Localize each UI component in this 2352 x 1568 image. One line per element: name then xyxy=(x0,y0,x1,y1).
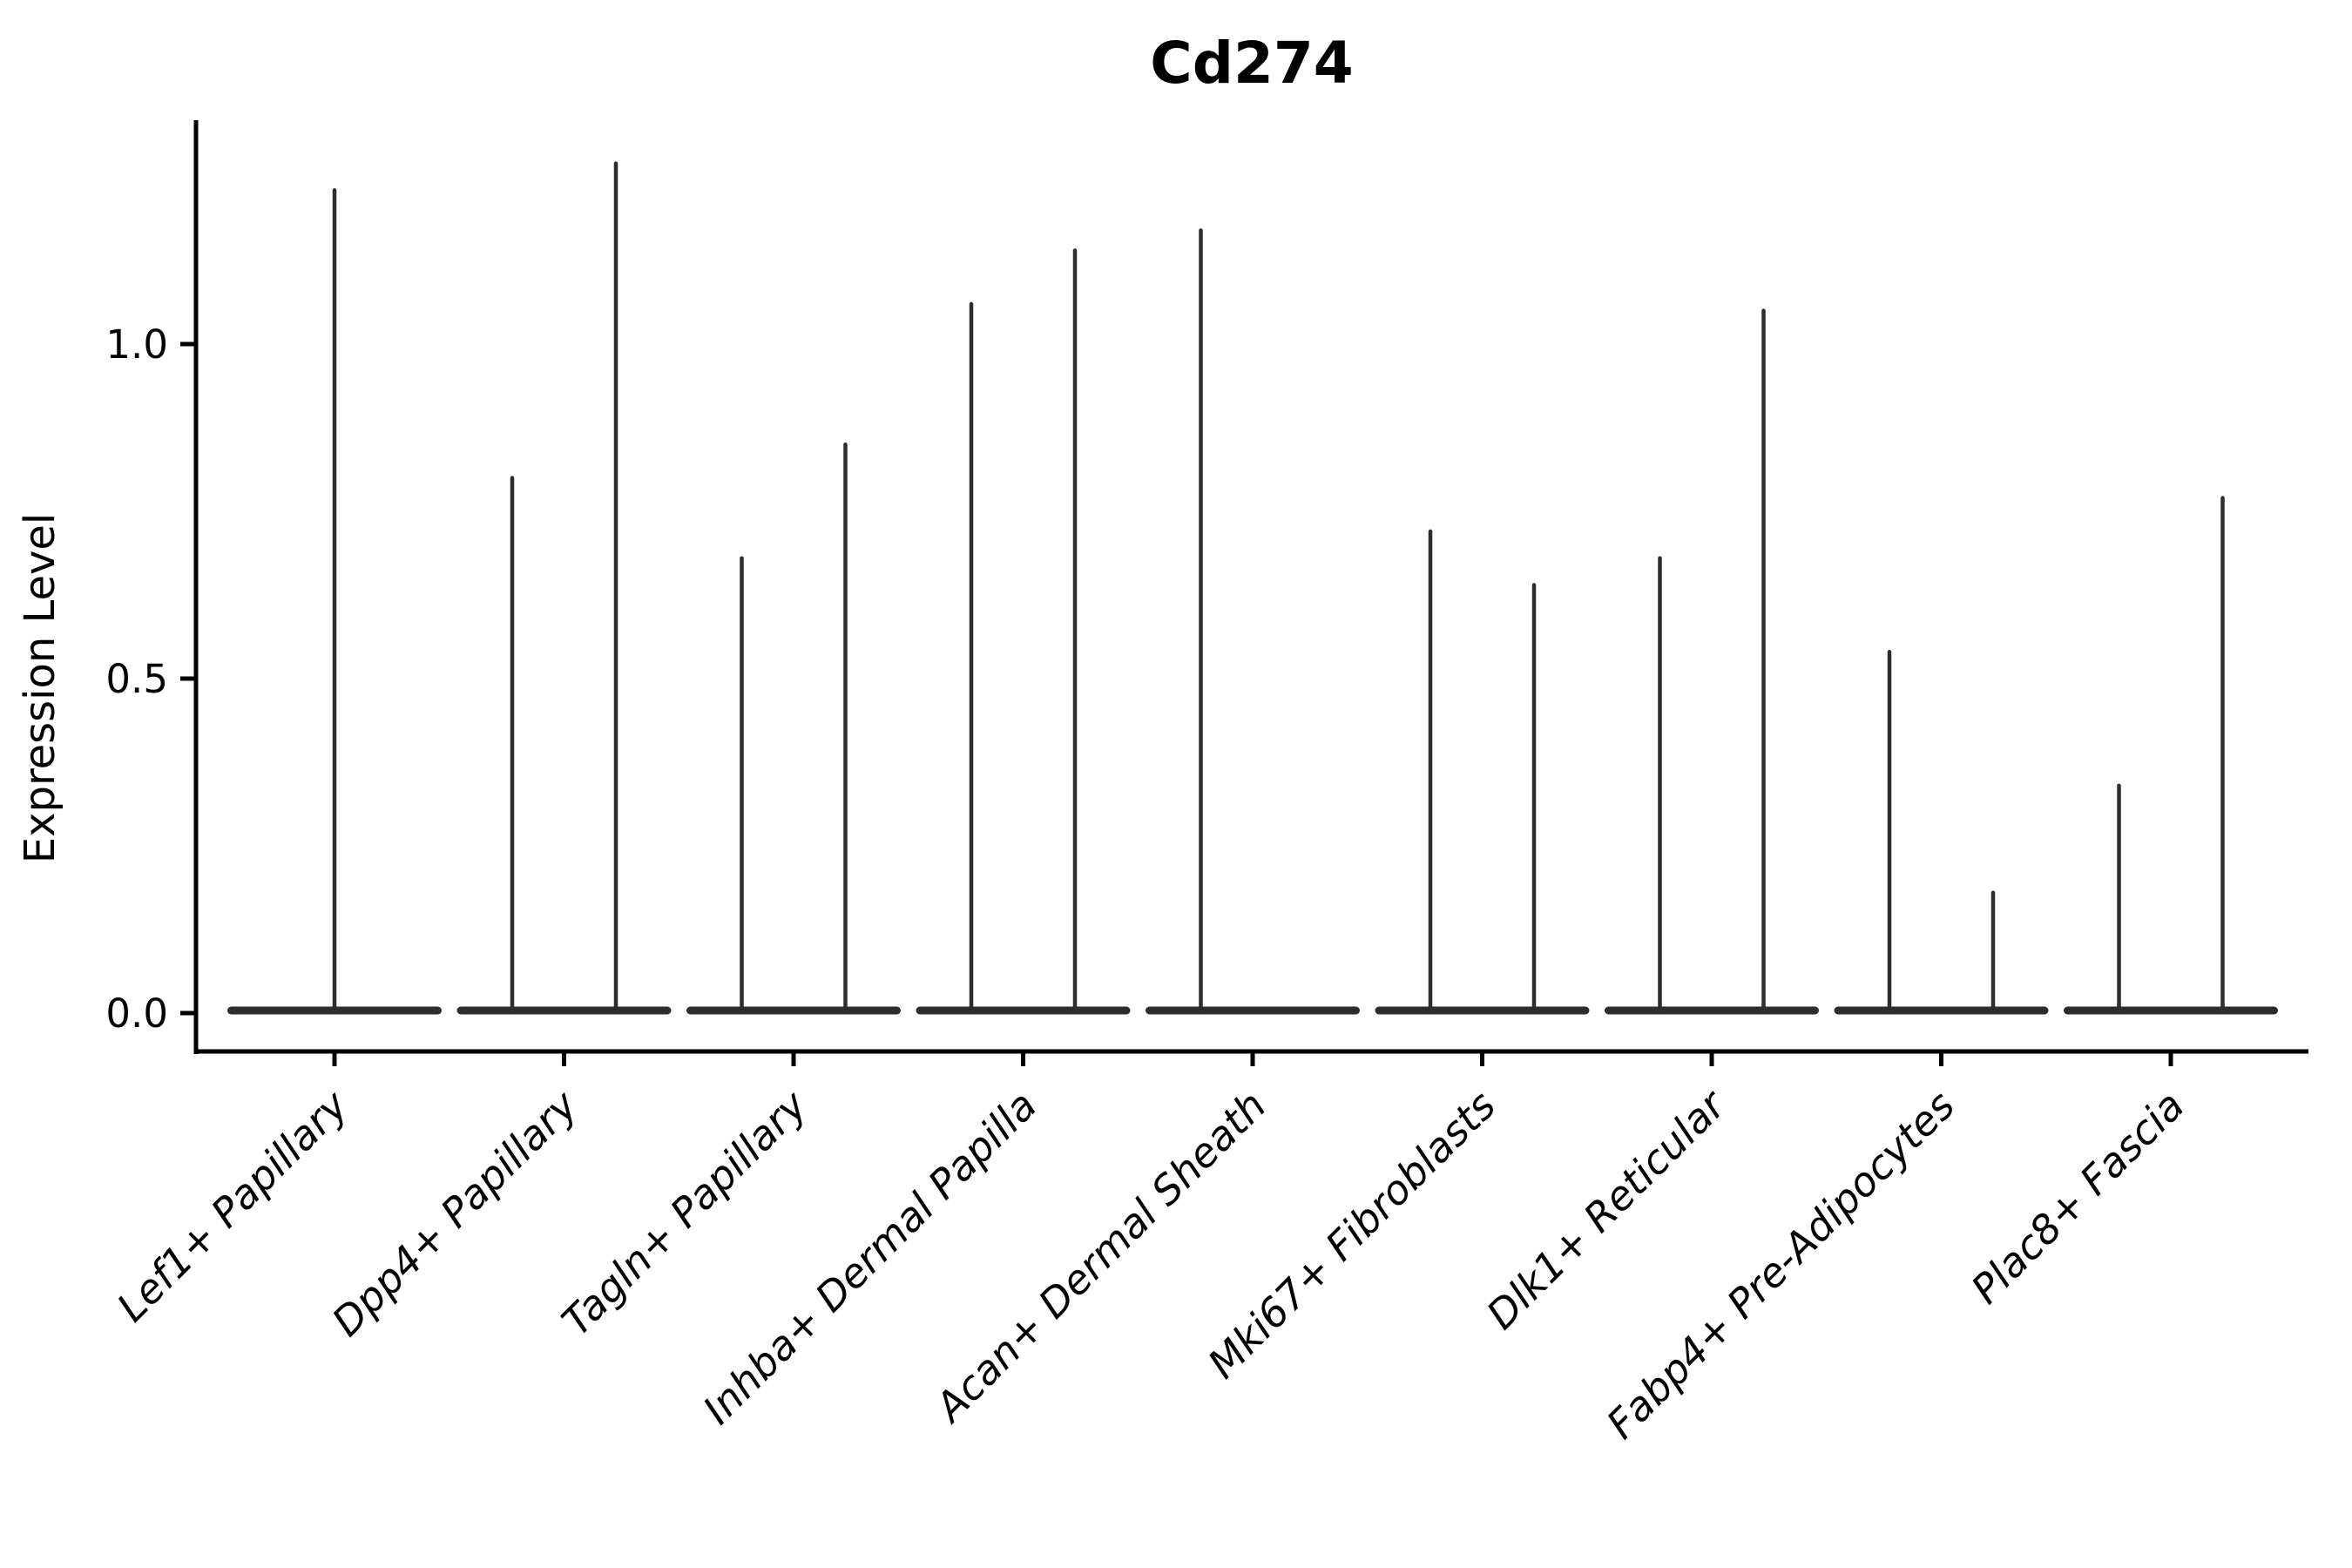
violin-category xyxy=(916,248,1131,1015)
y-tick-label: 0.0 xyxy=(105,990,168,1037)
y-tick-label: 0.5 xyxy=(105,656,168,702)
violin-category xyxy=(1605,308,1819,1015)
violins-group xyxy=(227,161,2278,1015)
x-tick-label: Lef1+ Papillary xyxy=(108,1081,357,1330)
violin-category xyxy=(1146,228,1360,1015)
violin-category xyxy=(1375,529,1590,1015)
y-axis-label: Expression Level xyxy=(16,513,64,864)
violin-category xyxy=(456,161,672,1015)
x-tick-label: Dlk1+ Reticular xyxy=(1477,1079,1736,1338)
violin-category xyxy=(686,442,901,1015)
y-tick-label: 1.0 xyxy=(105,321,168,368)
x-tick-label: Dpp4+ Papillary xyxy=(323,1081,587,1345)
violin-category xyxy=(227,188,442,1015)
x-tick-label: Tagln+ Papillary xyxy=(552,1081,816,1345)
y-axis: 0.0 0.5 1.0 xyxy=(105,321,196,1037)
chart-title: Cd274 xyxy=(1150,30,1353,97)
x-tick-label: Plac8+ Fascia xyxy=(1962,1082,2193,1313)
violin-category xyxy=(1834,650,2049,1015)
violin-category xyxy=(2064,496,2278,1015)
